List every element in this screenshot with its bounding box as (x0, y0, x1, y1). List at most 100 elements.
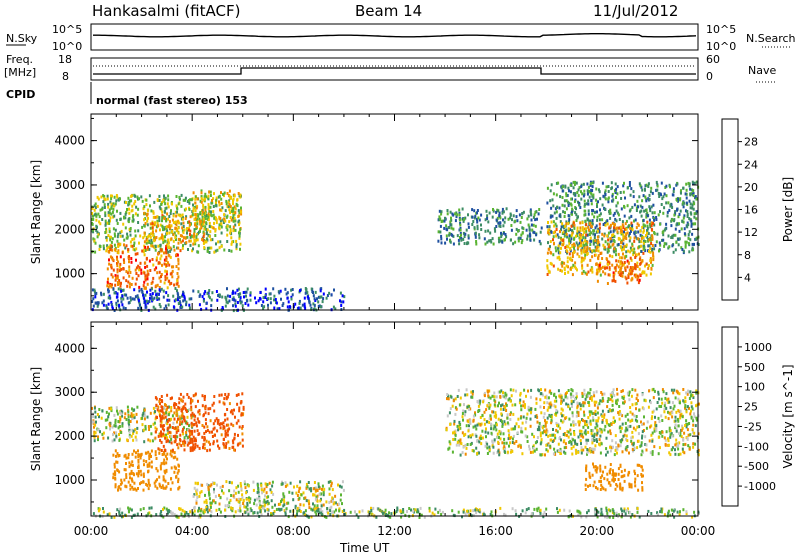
power-cell (112, 215, 115, 219)
velocity-cell (275, 508, 278, 511)
power-cell (594, 233, 596, 237)
power-cell (221, 295, 224, 299)
velocity-cell (416, 508, 419, 512)
power-cell (640, 235, 643, 239)
power-cell (643, 239, 645, 243)
velocity-cell (189, 397, 192, 401)
velocity-cell (178, 485, 181, 489)
velocity-cell (162, 507, 164, 511)
power-cell (647, 264, 650, 268)
power-cell (574, 180, 576, 184)
velocity-cell (142, 459, 145, 463)
velocity-cell (665, 430, 668, 434)
velocity-cell (333, 510, 336, 514)
power-cell (458, 208, 461, 212)
velocity-cell (227, 440, 230, 444)
power-cell (192, 203, 194, 207)
power-cell (138, 268, 141, 272)
power-cell (200, 223, 203, 227)
velocity-cell (543, 510, 546, 514)
power-cell (573, 193, 576, 197)
power-cell (627, 274, 630, 278)
power-cell (241, 304, 244, 308)
power-cell (221, 206, 224, 210)
velocity-cell (464, 432, 467, 436)
power-cell (463, 235, 466, 238)
velocity-cell (125, 456, 128, 460)
power-cell (530, 223, 533, 227)
power-cell (134, 234, 137, 238)
power-cell (148, 247, 151, 251)
power-cell (604, 266, 606, 270)
power-cell (563, 204, 566, 208)
velocity-cell (113, 413, 116, 417)
velocity-cell (451, 509, 454, 513)
power-cell (165, 219, 168, 223)
power-cell (146, 239, 149, 243)
velocity-cell (166, 452, 169, 456)
power-cell (146, 247, 149, 251)
velocity-cell (199, 515, 202, 519)
velocity-cell (191, 411, 194, 415)
velocity-cell (181, 420, 184, 424)
power-cell (502, 224, 505, 228)
power-cell (298, 301, 301, 305)
power-cell (180, 204, 183, 208)
power-cell (663, 244, 666, 248)
power-cell (608, 266, 611, 270)
power-cell (610, 187, 613, 191)
power-cell (154, 289, 157, 293)
power-cell (166, 276, 169, 280)
velocity-cell (116, 409, 118, 413)
power-cell (207, 215, 210, 219)
power-cell (475, 242, 478, 246)
power-cell (637, 281, 640, 285)
velocity-cell (170, 409, 173, 413)
power-cell (230, 218, 233, 222)
power-cell (565, 192, 568, 196)
power-cell (181, 293, 184, 297)
velocity-cell (193, 486, 196, 490)
velocity-cell (132, 513, 135, 517)
velocity-cell (296, 512, 298, 516)
power-cell (231, 297, 234, 301)
power-cell (575, 241, 578, 245)
power-cell (512, 214, 515, 218)
power-cell (120, 281, 122, 285)
power-cell (119, 217, 122, 221)
power-cell (249, 291, 252, 295)
velocity-cell (164, 415, 167, 419)
power-cell (264, 294, 267, 298)
velocity-cell (224, 412, 227, 416)
power-cell (137, 229, 140, 233)
power-cell (208, 289, 211, 292)
velocity-cell (186, 422, 189, 426)
power-cell (498, 236, 501, 240)
power-cell (642, 218, 645, 222)
power-cell (275, 301, 278, 305)
power-cell (158, 286, 161, 289)
velocity-cell (113, 462, 116, 466)
power-cell (185, 236, 188, 240)
power-cell (175, 265, 178, 268)
power-cell (203, 240, 206, 244)
power-cell (180, 240, 183, 244)
velocity-cell (597, 510, 600, 514)
velocity-cell (329, 509, 332, 513)
velocity-cell (612, 416, 615, 420)
power-cell (526, 217, 529, 221)
velocity-cell (215, 508, 218, 512)
power-cell (549, 215, 552, 219)
power-cell (532, 223, 535, 227)
velocity-cell (316, 499, 319, 503)
power-cell (166, 286, 169, 290)
velocity-cell (246, 507, 249, 511)
velocity-cell (212, 422, 215, 426)
velocity-cell (193, 418, 196, 422)
power-cell (690, 188, 693, 192)
power-cell (140, 268, 143, 272)
power-cell (552, 253, 555, 257)
velocity-cell (547, 442, 550, 446)
power-cell (106, 280, 109, 284)
velocity-cell (173, 470, 176, 474)
